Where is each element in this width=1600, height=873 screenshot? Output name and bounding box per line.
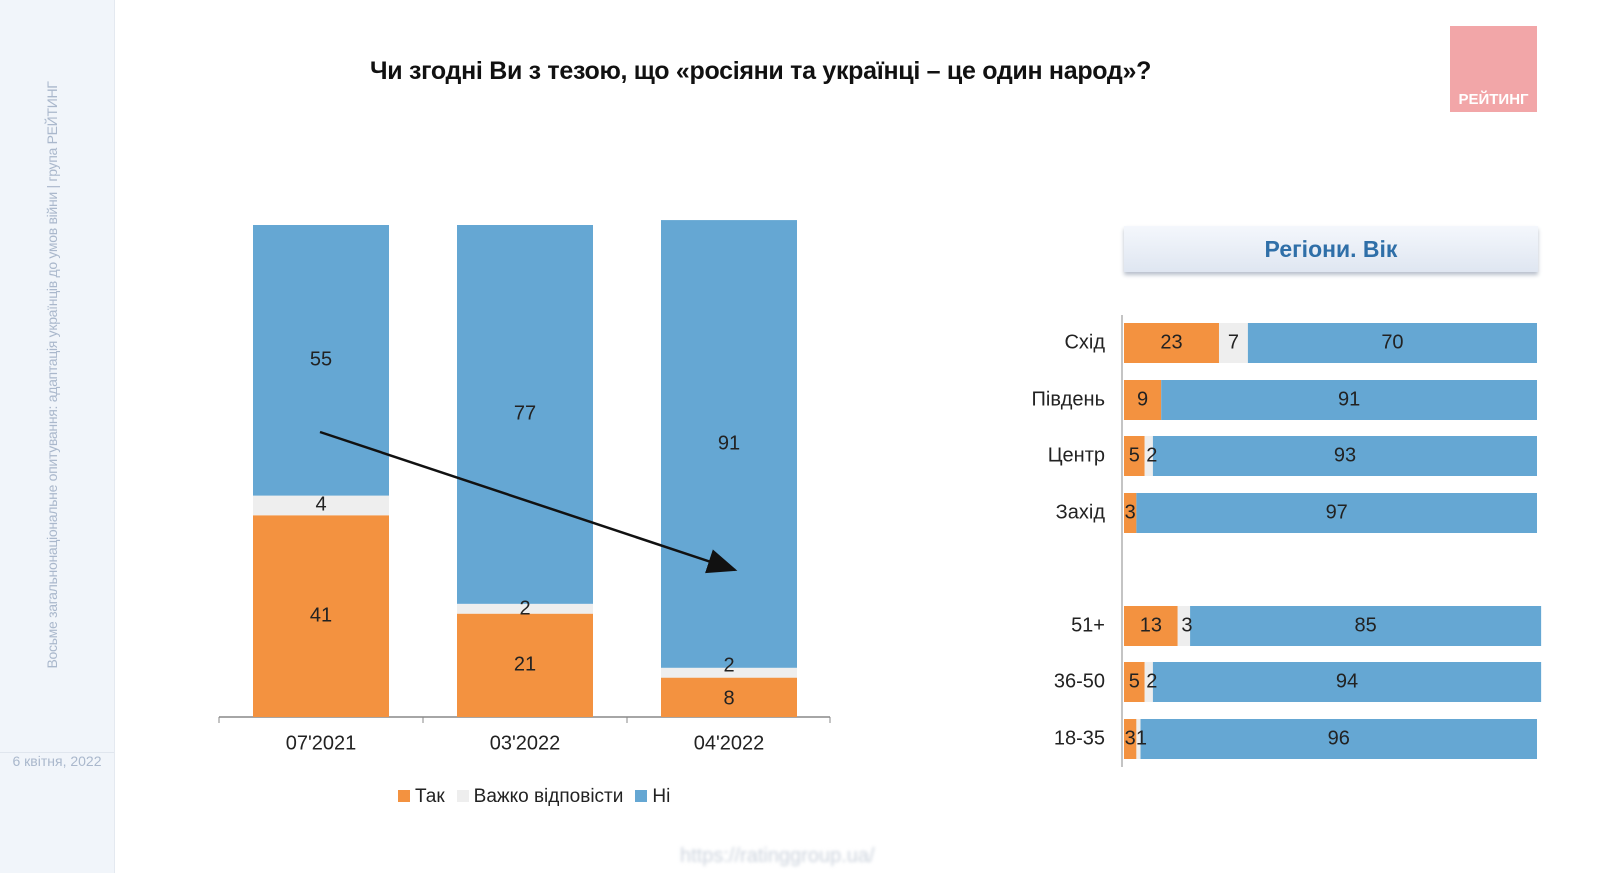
data-label: 97 [1325,501,1348,524]
bar-segment [457,603,593,614]
legend: Так Важко відповісти Ні [398,786,670,808]
data-label: 2 [1146,670,1158,693]
y-tick-label: Центр [1047,444,1105,467]
data-label: 3 [1124,727,1136,750]
data-label: 2 [723,654,735,677]
data-label: 70 [1381,331,1404,354]
bar-segment [1124,719,1137,759]
data-label: 55 [309,348,333,371]
chart-title: Чи згодні Ви з тезою, що «росіяни та укр… [370,57,1152,85]
bar-segment [1144,436,1153,476]
bar-segment [1190,606,1542,646]
bar-segment [1218,323,1248,363]
data-label: 91 [1337,388,1361,411]
y-tick-label: 51+ [1071,614,1105,637]
bar-segment [1247,323,1537,363]
regions-age-header: Регіони. Вік [1124,226,1538,272]
bar-segment [1124,606,1178,646]
y-tick-label: 36-50 [1053,670,1105,693]
y-tick-label: Схід [1064,331,1105,354]
data-label: 41 [309,604,333,627]
data-label: 85 [1354,614,1377,637]
bar-segment [253,495,389,516]
legend-item-hard: Важко відповісти [456,786,623,808]
bar-segment [1124,323,1219,363]
data-label: 93 [1333,444,1357,467]
y-tick-label: Південь [1031,388,1105,411]
data-label: 5 [1128,444,1140,467]
bar-segment [1152,436,1537,476]
x-tick-label: 04'2022 [693,732,765,755]
bar-segment [1144,662,1153,702]
data-label: 77 [513,402,537,425]
bar-segment [1161,380,1537,420]
bar-segment [1152,662,1542,702]
bar-segment [457,613,593,717]
data-label: 4 [315,493,327,516]
data-label: 1 [1135,727,1148,750]
data-label: 13 [1139,614,1162,637]
bar-segment [661,677,797,717]
x-tick-label: 07'2021 [285,732,357,755]
sidebar: Восьме загальнонаціональне опитування: а… [0,0,115,873]
bar-segment [1124,662,1145,702]
bar-segment [457,225,593,604]
footer-url: https://ratinggroup.ua/ [680,845,875,867]
bar-segment [1124,436,1145,476]
rating-logo: РЕЙТИНГ [1450,26,1537,112]
legend-item-yes: Так [398,786,445,808]
data-label: 2 [1146,444,1158,467]
trend-arrow [319,430,738,574]
data-label: 7 [1227,331,1239,354]
x-tick-label: 03'2022 [489,732,561,755]
slide-date: 6 квітня, 2022 [0,752,114,769]
legend-item-no: Ні [635,786,670,808]
data-label: 9 [1137,388,1149,411]
data-label: 3 [1124,501,1136,524]
y-tick-label: 18-35 [1053,727,1105,750]
bar-segment [1177,606,1191,646]
bar-segment [661,220,797,668]
data-label: 2 [519,597,531,620]
data-label: 5 [1128,670,1140,693]
bar-segment [253,225,389,496]
data-label: 3 [1181,614,1193,637]
bar-segment [1124,493,1137,533]
data-label: 94 [1335,670,1359,693]
bar-segment [1124,380,1162,420]
data-label: 8 [723,687,735,710]
data-label: 23 [1160,331,1183,354]
bar-segment [661,667,797,678]
data-label: 96 [1327,727,1350,750]
bar-segment [1140,719,1537,759]
y-tick-label: Захід [1055,501,1105,524]
bar-segment [1136,719,1141,759]
data-label: 21 [513,653,537,676]
bar-segment [253,515,389,717]
data-label: 91 [717,432,741,455]
bar-segment [1136,493,1537,533]
